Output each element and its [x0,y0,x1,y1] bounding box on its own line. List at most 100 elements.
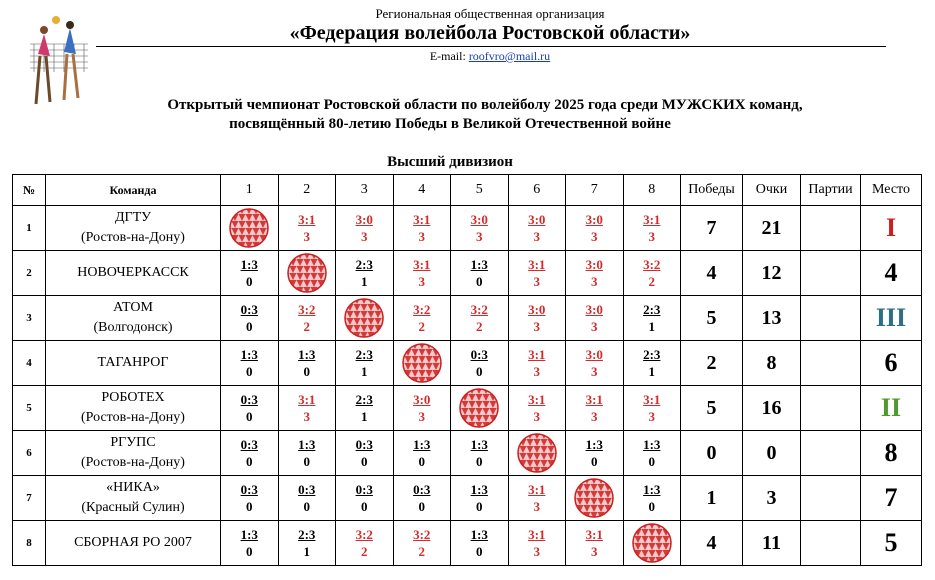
game-cell: 1:3 0 [622,475,681,521]
wins: 1 [680,475,743,521]
game-points: 3 [476,229,483,244]
game-points: 2 [476,319,483,334]
title-line: Открытый чемпионат Ростовской области по… [167,97,803,113]
email-link[interactable]: roofvro@mail.ru [468,49,551,63]
game-cell: 3:1 3 [392,205,451,251]
game-cell: 0:3 0 [450,340,509,386]
team-row: 1 ДГТУ (Ростов-на-Дону) 3:1 3 3:0 3 3:1 3 3:0 3 3:0… [12,205,922,251]
game-cell [392,340,451,386]
game-score: 1:3 [240,257,258,272]
game-cell: 3:1 3 [565,520,624,566]
sets [800,250,861,296]
game-points: 0 [303,499,311,514]
row-number: 7 [12,475,46,521]
game-cell: 3:1 3 [277,385,336,431]
wins: 0 [680,430,743,476]
game-cell: 3:2 2 [277,295,336,341]
column-header: № [12,174,46,206]
row-number: 5 [12,385,46,431]
game-score: 3:0 [528,302,546,317]
game-score: 3:2 [413,527,431,542]
game-cell: 0:3 0 [220,385,279,431]
game-score: 2:3 [643,347,661,362]
game-score: 3:1 [528,257,546,272]
game-cell [335,295,394,341]
game-points: 3 [533,544,541,559]
game-score: 3:1 [643,392,661,407]
title-line: посвящённый 80-летию Победы в Великой От… [229,116,671,132]
game-cell: 1:3 0 [392,430,451,476]
game-cell: 3:1 3 [392,250,451,296]
game-score: 3:0 [413,392,431,407]
game-score: 3:1 [528,482,546,497]
column-header: 3 [335,174,394,206]
points: 16 [742,385,801,431]
game-points: 3 [533,229,541,244]
game-points: 0 [303,364,311,379]
logo [30,16,88,105]
points: 0 [742,430,801,476]
self-game-circle [402,343,442,383]
self-game-mark [229,208,269,248]
team-city: (Ростов-на-Дону) [81,230,185,245]
game-points: 3 [591,229,598,244]
game-points: 0 [246,454,253,469]
self-game-mark [344,298,384,338]
game-score: 3:2 [643,257,661,272]
game-score: 3:2 [413,302,431,317]
game-score: 2:3 [355,347,373,362]
game-score: 3:0 [585,257,603,272]
sets [800,385,861,431]
game-score: 1:3 [643,482,661,497]
game-points: 3 [533,409,541,424]
game-score: 3:2 [470,302,488,317]
game-score: 3:1 [528,347,546,362]
game-points: 2 [303,319,311,334]
game-points: 0 [246,274,253,289]
game-cell: 3:0 3 [450,205,509,251]
team-city: (Волгодонск) [93,320,173,335]
game-score: 2:3 [355,257,373,272]
team-row: 7 «НИКА» (Красный Сулин) 0:3 0 0:3 0 0:3 0 0:3 0 1:… [12,475,922,521]
game-cell: 1:3 0 [450,475,509,521]
game-points: 1 [361,274,368,289]
self-game-circle [459,388,499,428]
place: 4 [860,250,922,296]
game-cell [507,430,566,476]
game-cell: 3:0 3 [565,250,624,296]
row-number: 8 [12,520,46,566]
game-cell: 3:2 2 [392,520,451,566]
team-row: 8 СБОРНАЯ РО 2007 1:3 0 2:3 1 3:2 2 3:2 2 1:3 0 3:1 3… [12,520,922,566]
game-points: 0 [476,499,483,514]
game-points: 3 [533,499,541,514]
game-cell: 0:3 0 [220,430,279,476]
self-game-mark [574,478,614,518]
column-header: 5 [450,174,509,206]
team-city: (Ростов-на-Дону) [81,455,185,470]
game-score: 3:1 [413,212,431,227]
self-game-mark [402,343,442,383]
game-cell: 1:3 0 [450,520,509,566]
game-score: 1:3 [643,437,661,452]
header-rule [96,46,886,47]
game-cell: 3:1 3 [622,385,681,431]
column-header: 6 [507,174,566,206]
game-points: 3 [648,409,656,424]
game-points: 0 [246,319,253,334]
row-number: 1 [12,205,46,251]
game-points: 3 [648,229,656,244]
game-cell: 3:0 3 [565,340,624,386]
game-cell: 2:3 1 [622,295,681,341]
place: II [860,385,922,431]
email-line: E-mail: roofvro@mail.ru [0,49,935,64]
team-name: РГУПС [110,435,156,450]
game-points: 3 [533,364,541,379]
sets [800,475,861,521]
place: I [860,205,922,251]
wins: 2 [680,340,743,386]
game-score: 3:0 [470,212,488,227]
column-header: Место [860,174,922,206]
game-cell: 3:0 3 [507,205,566,251]
game-points: 2 [418,544,426,559]
header-row: № Команда 1 2 3 4 5 6 7 8 Победы Очки Партии Место [12,174,922,206]
